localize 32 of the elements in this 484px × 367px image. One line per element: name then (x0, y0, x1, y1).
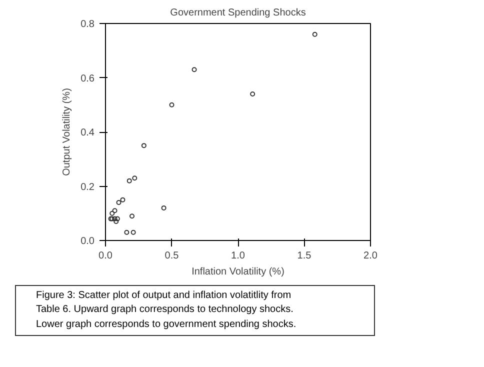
point (112, 216, 118, 222)
point (114, 219, 119, 224)
point (114, 216, 120, 222)
x-tick-label: 2.0 (364, 250, 378, 262)
y-tick-label: 0.6 (80, 73, 95, 84)
x-tick-label: 1.5 (297, 250, 312, 262)
point (132, 176, 138, 181)
x-tick-label: 0.5 (164, 250, 180, 262)
y-tick-label: 0.2 (80, 182, 95, 193)
point (130, 214, 134, 219)
x-tick-label: 1.0 (231, 250, 246, 262)
point (141, 143, 146, 148)
point (130, 230, 136, 235)
y-tick-label: 0.0 (80, 236, 95, 247)
point (192, 67, 197, 72)
chart-title: Government Spending Shocks (170, 8, 306, 18)
point (120, 197, 126, 202)
point (124, 230, 130, 235)
caption: Figure 3: Scatter plot of output and inflation volatitlity from Table 6. Upward graph corresponds to technology shocks. Lower graph corresponds to government spending shocks. (15, 285, 375, 336)
point (161, 205, 166, 210)
point (312, 32, 318, 37)
y-tick-label: 0.8 (80, 19, 95, 30)
x-axis-title: Inflation Volatility (%) (192, 266, 284, 278)
point (116, 200, 122, 206)
y-tick-label: 0.4 (80, 128, 95, 138)
x-tick-label: 0.0 (98, 250, 113, 262)
point (169, 102, 174, 108)
point (112, 208, 118, 214)
point (126, 178, 132, 184)
y-axis-title: Output Volatility (%) (62, 88, 73, 176)
point (110, 210, 115, 216)
point (250, 92, 256, 97)
